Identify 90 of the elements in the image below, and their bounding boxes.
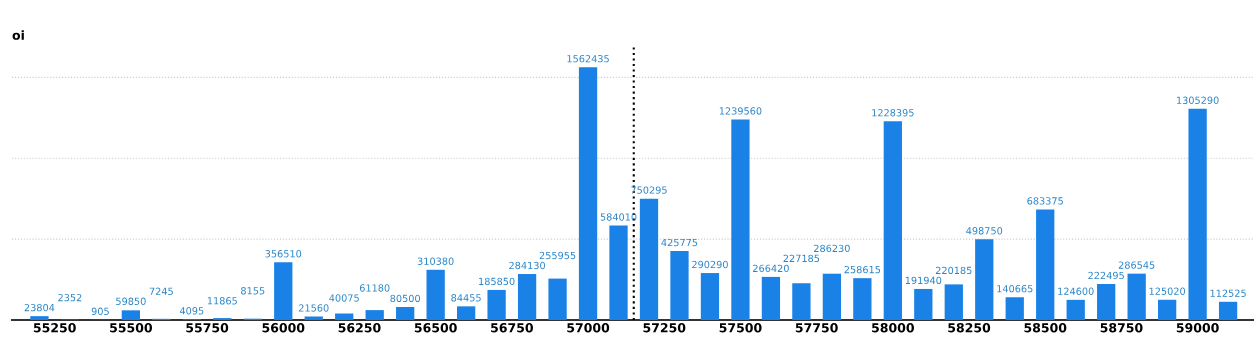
data-label: 191940 [905,276,942,285]
bar [30,316,49,320]
bar [700,273,720,320]
data-label: 310380 [417,257,454,265]
x-tick-label: 58250 [948,323,991,333]
bar [853,278,872,320]
bar [426,269,445,320]
data-label: 284130 [509,261,545,270]
data-label: 498750 [966,227,1003,235]
data-label: 185850 [479,277,515,286]
bar [731,119,750,320]
bar [578,67,598,320]
data-label: 140665 [997,285,1033,293]
bar [335,313,354,320]
bar [1097,284,1116,320]
data-label: 1228395 [872,109,914,117]
x-tick-label: 58750 [1100,323,1143,333]
data-label: 286545 [1118,261,1155,269]
bar [792,283,811,320]
data-label: 125020 [1149,287,1186,295]
bar [670,251,689,320]
bar [517,274,537,320]
bar [1188,108,1207,320]
data-label: 59850 [116,297,146,305]
data-label: 1305290 [1177,96,1219,104]
data-label: 23804 [24,303,55,312]
data-label: 258615 [844,265,881,274]
bar [1218,301,1238,320]
data-label: 584010 [600,213,637,221]
bar [1066,299,1085,320]
x-tick-label: 55750 [186,323,229,333]
data-label: 222495 [1088,271,1124,280]
bar [1127,273,1146,320]
bar [365,310,384,320]
data-label: 425775 [661,238,698,247]
data-label: 255955 [539,251,576,260]
data-label: 227185 [783,254,820,263]
data-label: 61180 [359,284,390,292]
bar [396,306,415,320]
bar [487,289,506,320]
x-tick-label: 55250 [33,323,76,333]
data-label: 1562435 [567,55,609,63]
x-tick-label: 58000 [872,323,914,333]
bar [914,288,933,320]
x-tick-label: 57500 [719,323,762,333]
x-tick-label: 55500 [110,323,153,333]
data-label: 2352 [58,293,82,302]
data-label: 905 [91,307,109,315]
data-label: 7245 [149,287,173,295]
data-label: 84455 [451,294,481,302]
data-label: 112525 [1210,289,1246,297]
bar [761,276,781,320]
bar [548,278,567,320]
bar [274,262,293,320]
x-tick-label: 56750 [491,323,533,333]
bar [609,225,628,320]
bar [1005,297,1024,320]
x-tick-label: 56250 [338,323,381,333]
bar [1157,299,1177,320]
data-label: 683375 [1027,197,1063,205]
data-label: 124600 [1058,287,1094,295]
data-label: 220185 [935,266,972,275]
data-label: 750295 [631,186,667,194]
bar [883,121,902,320]
data-label: 8155 [241,287,265,295]
y-axis-title: oi [12,30,24,40]
x-tick-label: 59000 [1176,323,1219,333]
data-label: 286230 [814,244,850,253]
data-label: 266420 [753,264,789,273]
x-tick-label: 57750 [795,323,838,333]
data-label: 1239560 [719,107,762,115]
bar [1036,209,1055,320]
data-label: 290290 [692,260,728,269]
data-label: 21560 [298,304,329,312]
x-tick-label: 56500 [414,323,457,333]
x-tick-label: 57000 [567,323,610,333]
data-label: 40075 [329,294,359,302]
bar [121,310,141,320]
x-tick-label: 58500 [1024,323,1067,333]
bar [639,198,659,320]
data-label: 4095 [179,307,204,315]
x-tick-label: 57250 [643,323,686,333]
bar [944,284,963,320]
x-tick-label: 56000 [262,323,305,333]
bar [456,306,476,320]
data-label: 356510 [265,250,302,258]
data-label: 11865 [207,297,237,305]
bar [822,273,842,320]
data-label: 80500 [390,294,420,303]
bar [975,239,994,320]
